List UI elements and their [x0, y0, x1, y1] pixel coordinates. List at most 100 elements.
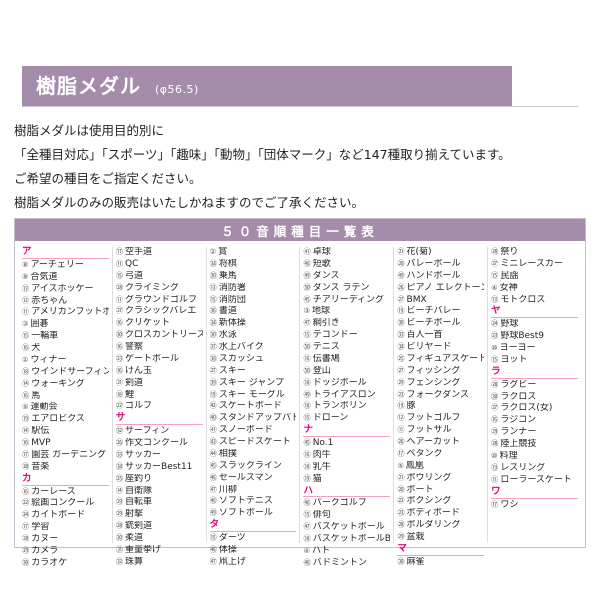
category-item[interactable]: ⑲ ビーチバレー: [397, 306, 484, 318]
category-item[interactable]: ⑮ 弓道: [116, 271, 203, 283]
category-item[interactable]: ⑤ 運動会: [22, 402, 109, 414]
category-item[interactable]: ⑪ ローラースケート: [491, 475, 578, 487]
category-item[interactable]: ④ ハト: [303, 546, 390, 558]
category-item[interactable]: ⑬ 消防署: [210, 283, 297, 295]
category-item[interactable]: ⑱ 乳牛: [303, 462, 390, 474]
category-item[interactable]: ⑬ モトクロス: [491, 295, 578, 307]
category-item[interactable]: ⑫ フットゴルフ: [397, 413, 484, 425]
category-item[interactable]: ⑮ ヨット: [491, 355, 578, 367]
category-item[interactable]: ⑯ 警察: [116, 342, 203, 354]
category-item[interactable]: ⑪ フットサル: [397, 425, 484, 437]
category-item[interactable]: ⑧ アーチェリー: [22, 260, 109, 272]
category-item[interactable]: ㉗ BMX: [397, 295, 484, 307]
category-item[interactable]: ⑯ けん玉: [116, 366, 203, 378]
category-item[interactable]: ⑱ ウインドサーフィン: [22, 367, 109, 379]
category-item[interactable]: ③ 囲碁: [22, 319, 109, 331]
category-item[interactable]: ⑱ ドッジボール: [303, 378, 390, 390]
category-item[interactable]: ① ウィナー: [22, 355, 109, 367]
category-item[interactable]: ⑮ ドローン: [303, 413, 390, 425]
category-item[interactable]: ⑪アメリカンフットボール: [22, 307, 109, 319]
category-item[interactable]: ⑱バスケットボールBest5: [303, 534, 390, 546]
category-item[interactable]: ⑬ アイスホッケー: [22, 284, 109, 296]
category-item[interactable]: ⑳ ボート: [397, 485, 484, 497]
category-item[interactable]: ⑮ テコンドー: [303, 330, 390, 342]
category-item[interactable]: ⑭ ウォーキング: [22, 379, 109, 391]
category-item[interactable]: ⑲ レスリング: [491, 463, 578, 475]
category-item[interactable]: ⑩ ヨーヨー: [491, 343, 578, 355]
category-item[interactable]: ⑪ グラウンドゴルフ: [116, 295, 203, 307]
category-item[interactable]: ⑲ スキー モーグル: [210, 390, 297, 402]
category-item[interactable]: ⑲ エアロビクス: [22, 414, 109, 426]
category-item[interactable]: ⑰ 学習: [22, 522, 109, 534]
category-item[interactable]: ⑱ トランポリン: [303, 401, 390, 413]
category-item[interactable]: ⑯ 肉牛: [303, 450, 390, 462]
category-item[interactable]: ⑯ クリケット: [116, 318, 203, 330]
category-item[interactable]: ⑮ 消防団: [210, 295, 297, 307]
category-item[interactable]: ⑩ 料理: [491, 451, 578, 463]
category-item[interactable]: ⑯ MVP: [22, 438, 109, 450]
category-item[interactable]: ⑯ ラジコン: [491, 415, 578, 427]
